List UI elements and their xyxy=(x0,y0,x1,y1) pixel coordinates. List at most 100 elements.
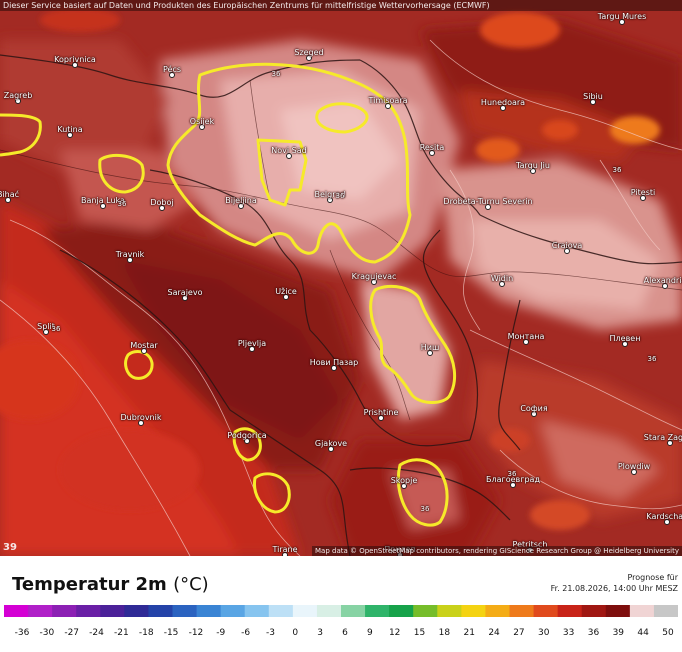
color-scale-tick-label: 50 xyxy=(662,628,674,638)
color-scale-segment xyxy=(100,605,125,617)
city-label: Novi Sad xyxy=(271,146,307,155)
city-label: София xyxy=(520,404,548,413)
city-label: Užice xyxy=(275,287,297,296)
color-scale-tick-label: 3 xyxy=(317,628,324,638)
city-label: Drobeta-Turnu Severin xyxy=(443,197,533,206)
ecmwf-notice: Dieser Service basiert auf Daten und Pro… xyxy=(0,0,682,11)
city-marker xyxy=(199,124,205,130)
color-scale-tick-label: 12 xyxy=(388,628,401,638)
city-marker xyxy=(244,438,250,444)
color-scale-segment xyxy=(437,605,462,617)
isoline-value-label: 36 xyxy=(420,505,430,513)
city-label: Pécs xyxy=(162,65,182,74)
city-label: Pitesti xyxy=(630,188,656,197)
city-marker xyxy=(169,72,175,78)
legend-title-text: Temperatur 2m xyxy=(12,574,167,595)
city-label: Ниш xyxy=(420,343,440,352)
color-scale-segment xyxy=(292,605,318,617)
color-scale-segment xyxy=(581,605,607,617)
color-scale-segment xyxy=(316,605,342,617)
color-scale-tick-label: -24 xyxy=(89,628,104,638)
map-corner-tag: 39 xyxy=(3,542,17,553)
forecast-label: Prognose für xyxy=(627,573,678,582)
color-scale-segment xyxy=(365,605,390,617)
map-canvas xyxy=(0,0,682,556)
city-label: Kutina xyxy=(57,125,83,134)
city-label: Sibiu xyxy=(583,92,603,101)
contour-skopje xyxy=(396,458,449,527)
city-marker xyxy=(127,257,133,263)
city-marker xyxy=(667,440,673,446)
city-label: Плевен xyxy=(609,334,641,343)
color-scale-tick-label: 21 xyxy=(463,628,475,638)
city-marker xyxy=(640,195,646,201)
color-scale-segment xyxy=(4,605,29,617)
city-label: Widin xyxy=(490,274,514,283)
city-label: Gjakove xyxy=(314,439,348,448)
city-label: Travnik xyxy=(115,250,145,259)
color-scale-tick-label: 15 xyxy=(413,628,426,638)
color-scale-segment xyxy=(28,605,53,617)
color-scale-tick-label: -9 xyxy=(216,628,226,638)
city-label: Belgrad xyxy=(314,190,346,199)
color-scale-segment xyxy=(653,605,678,617)
city-label: Mostar xyxy=(130,341,158,350)
color-scale-segment xyxy=(148,605,174,617)
color-scale-tick-label: -27 xyxy=(64,628,80,638)
city-label: Dubrovnik xyxy=(120,413,162,422)
city-label: Resita xyxy=(419,143,445,152)
isoline-value-label: 36 xyxy=(51,325,61,333)
contour-podgorica xyxy=(232,427,262,462)
city-marker xyxy=(500,105,506,111)
city-marker xyxy=(327,197,333,203)
contour-morava xyxy=(369,284,457,404)
color-scale-tick-label: 36 xyxy=(587,628,600,638)
city-label: Tirane xyxy=(272,545,298,554)
city-marker xyxy=(619,19,625,25)
city-label: Banja Luka xyxy=(81,196,125,205)
color-scale-tick-label: -15 xyxy=(163,628,179,638)
city-label: Нови Пазар xyxy=(309,358,359,367)
city-label: Skopje xyxy=(390,476,418,485)
color-scale-segment xyxy=(413,605,438,617)
color-scale-tick-label: 27 xyxy=(513,628,525,638)
city-marker xyxy=(485,204,491,210)
color-scale-segment xyxy=(485,605,511,617)
city-marker xyxy=(141,348,147,354)
color-scale-segment xyxy=(196,605,222,617)
city-label: Koprivnica xyxy=(54,55,96,64)
city-marker xyxy=(5,197,11,203)
city-label: Монтана xyxy=(507,332,545,341)
temperature-field xyxy=(0,20,682,556)
city-marker xyxy=(510,482,516,488)
color-scale-segment xyxy=(629,605,655,617)
color-scale-tick-label: 24 xyxy=(488,628,500,638)
city-marker xyxy=(306,55,312,61)
color-scale-segment xyxy=(244,605,270,617)
contour-west xyxy=(0,113,42,157)
color-scale-segment xyxy=(220,605,246,617)
color-scale-segment xyxy=(389,605,414,617)
city-marker xyxy=(385,103,391,109)
city-marker xyxy=(631,469,637,475)
color-scale-tick-label: -21 xyxy=(114,628,129,638)
city-label: Timisoara xyxy=(368,96,408,105)
color-scale-tick-label: 18 xyxy=(438,628,451,638)
isoline-value-label: 36 xyxy=(117,200,127,208)
city-label: Targu Mures xyxy=(597,12,647,21)
color-scale-tick-label: 44 xyxy=(637,628,649,638)
city-marker xyxy=(72,62,78,68)
city-label: Hunedoara xyxy=(480,98,526,107)
contour-novi-sad-hole xyxy=(256,138,308,207)
temperature-map[interactable]: Dieser Service basiert auf Daten und Pro… xyxy=(0,0,682,556)
color-scale-segment xyxy=(605,605,631,617)
city-marker xyxy=(590,99,596,105)
city-label: Osijek xyxy=(189,117,215,126)
map-attribution[interactable]: Map data © OpenStreetMap contributors, r… xyxy=(312,546,682,556)
city-marker xyxy=(15,98,21,104)
city-marker xyxy=(531,411,537,417)
city-marker xyxy=(159,205,165,211)
contour-podgorica-s xyxy=(253,472,291,514)
color-scale-tick-label: -30 xyxy=(39,628,55,638)
color-scale-tick-label: -6 xyxy=(241,628,251,638)
